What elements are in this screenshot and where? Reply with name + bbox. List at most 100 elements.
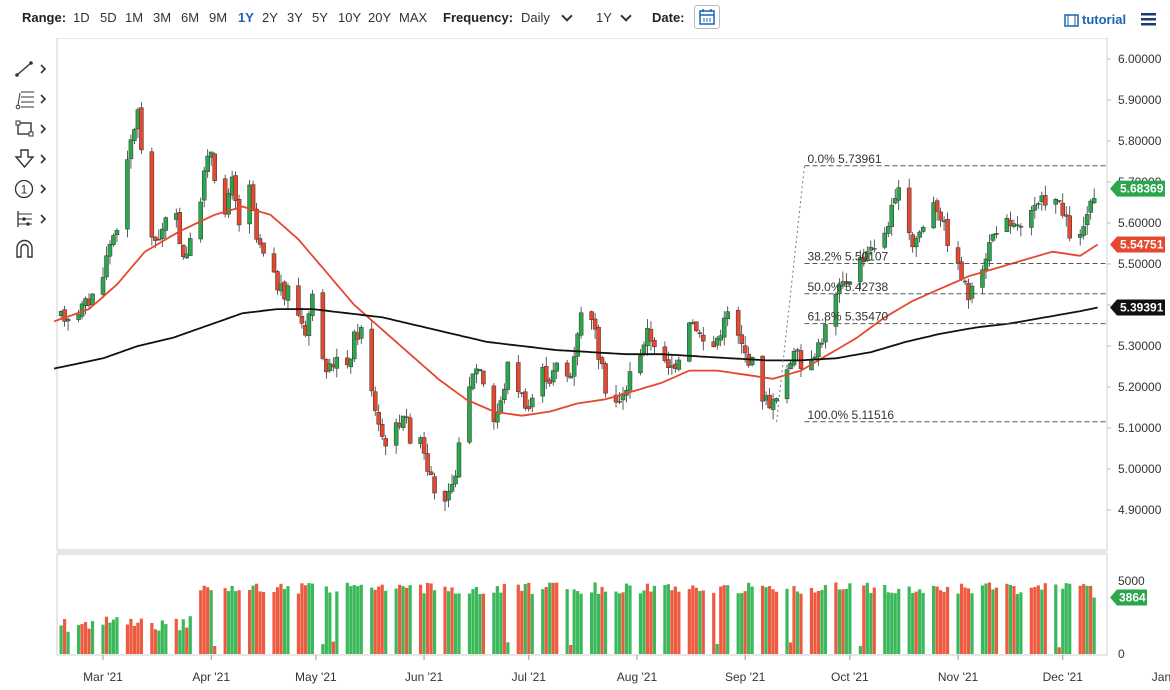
candle-body — [1067, 215, 1072, 239]
rectangle-tool[interactable] — [14, 118, 54, 142]
volume-bar — [234, 591, 238, 654]
volume-bar — [373, 589, 377, 654]
period-select[interactable]: 1Y — [596, 10, 612, 25]
candle-body — [666, 359, 671, 368]
volume-bar — [349, 586, 353, 654]
candle-body — [491, 385, 497, 423]
volume-bar — [593, 582, 597, 654]
range-5d[interactable]: 5D — [100, 10, 117, 25]
candle-body — [983, 258, 989, 271]
line-tool[interactable] — [14, 58, 54, 82]
volume-bar — [761, 585, 765, 654]
ma-fast-badge-text: 5.54751 — [1120, 238, 1164, 252]
candle-body — [589, 311, 594, 320]
volume-bar — [970, 593, 974, 654]
candle-body — [254, 208, 259, 240]
volume-bar — [457, 593, 461, 654]
candle-body — [352, 331, 357, 360]
date-label: Date: — [652, 10, 685, 25]
period-chevron-icon[interactable] — [620, 10, 632, 22]
chart-svg[interactable]: 6.000005.900005.800005.700005.600005.500… — [0, 38, 1170, 690]
volume-bar — [548, 582, 552, 654]
range-1m[interactable]: 1M — [125, 10, 144, 25]
calendar-button[interactable] — [694, 5, 720, 29]
volume-bar — [111, 619, 116, 654]
range-3y[interactable]: 3Y — [287, 10, 303, 25]
range-9m[interactable]: 9M — [209, 10, 228, 25]
candle-body — [742, 345, 748, 354]
volume-bar — [408, 585, 412, 654]
volume-bar — [893, 593, 897, 654]
candle-body — [177, 212, 183, 245]
volume-bar — [963, 587, 967, 654]
volume-bar — [897, 588, 901, 654]
range-5y[interactable]: 5Y — [312, 10, 328, 25]
volume-bar — [83, 622, 88, 654]
arrow-tool[interactable] — [14, 148, 54, 172]
candle-body — [872, 248, 877, 250]
candle-body — [847, 281, 853, 285]
volume-bar — [153, 629, 157, 654]
volume-bar — [478, 594, 482, 654]
volume-bar — [443, 586, 447, 654]
candle-body — [906, 187, 912, 234]
fib-tool[interactable] — [14, 88, 54, 112]
candle-body — [477, 369, 483, 371]
candle-body — [617, 401, 622, 403]
volume-bar — [453, 593, 458, 654]
volume-bar — [942, 591, 946, 654]
volume-bar — [750, 586, 754, 654]
volume-bar — [569, 645, 573, 654]
range-10y[interactable]: 10Y — [338, 10, 362, 25]
volume-bar — [247, 589, 252, 654]
volume-bar — [331, 641, 335, 654]
candle-body — [153, 236, 158, 241]
frequency-chevron-icon[interactable] — [561, 10, 573, 22]
candle-body — [739, 334, 744, 345]
fib-level-label: 50.0% 5.42738 — [807, 280, 888, 294]
y-tick-label: 5.20000 — [1118, 380, 1162, 394]
candle-body — [114, 230, 120, 235]
ma-slow-badge-bg — [1110, 299, 1165, 316]
measure-tool[interactable] — [14, 208, 54, 232]
volume-bar — [1015, 594, 1019, 654]
candles — [58, 102, 1097, 512]
candle-body — [474, 368, 479, 375]
volume-bar — [520, 590, 524, 654]
volume-bar — [446, 591, 451, 654]
volume-bar — [719, 586, 723, 654]
volume-bar — [939, 590, 943, 654]
chart-area[interactable]: 6.000005.900005.800005.700005.600005.500… — [0, 38, 1170, 690]
candle-body — [421, 437, 427, 454]
range-max[interactable]: MAX — [399, 10, 428, 25]
frequency-select[interactable]: Daily — [521, 10, 550, 25]
volume-bar — [677, 591, 681, 654]
candle-body — [819, 342, 825, 345]
range-6m[interactable]: 6M — [181, 10, 200, 25]
range-1y[interactable]: 1Y — [238, 10, 254, 25]
y-tick-label: 4.90000 — [1118, 503, 1162, 517]
volume-bar — [157, 630, 161, 654]
volume-bar — [474, 587, 479, 654]
candle-body — [404, 416, 409, 419]
candle-body — [543, 366, 549, 382]
volume-bar — [254, 583, 259, 654]
volume-bar — [1089, 585, 1093, 654]
magnet-tool[interactable] — [14, 238, 54, 262]
candle-body — [687, 322, 692, 362]
volume-bar — [499, 592, 503, 654]
candle-body — [931, 202, 936, 229]
number-tool[interactable]: 1 — [14, 178, 54, 202]
range-20y[interactable]: 20Y — [368, 10, 392, 25]
range-2y[interactable]: 2Y — [262, 10, 278, 25]
volume-bar — [275, 587, 280, 654]
volume-bar — [66, 631, 70, 654]
volume-bar — [335, 591, 339, 654]
volume-bar — [394, 588, 398, 654]
volume-bar — [1036, 585, 1040, 654]
range-3m[interactable]: 3M — [153, 10, 172, 25]
menu-button[interactable] — [1141, 12, 1157, 26]
y-tick-label: 5.60000 — [1118, 216, 1162, 230]
range-1d[interactable]: 1D — [73, 10, 90, 25]
volume-bar — [956, 593, 960, 654]
